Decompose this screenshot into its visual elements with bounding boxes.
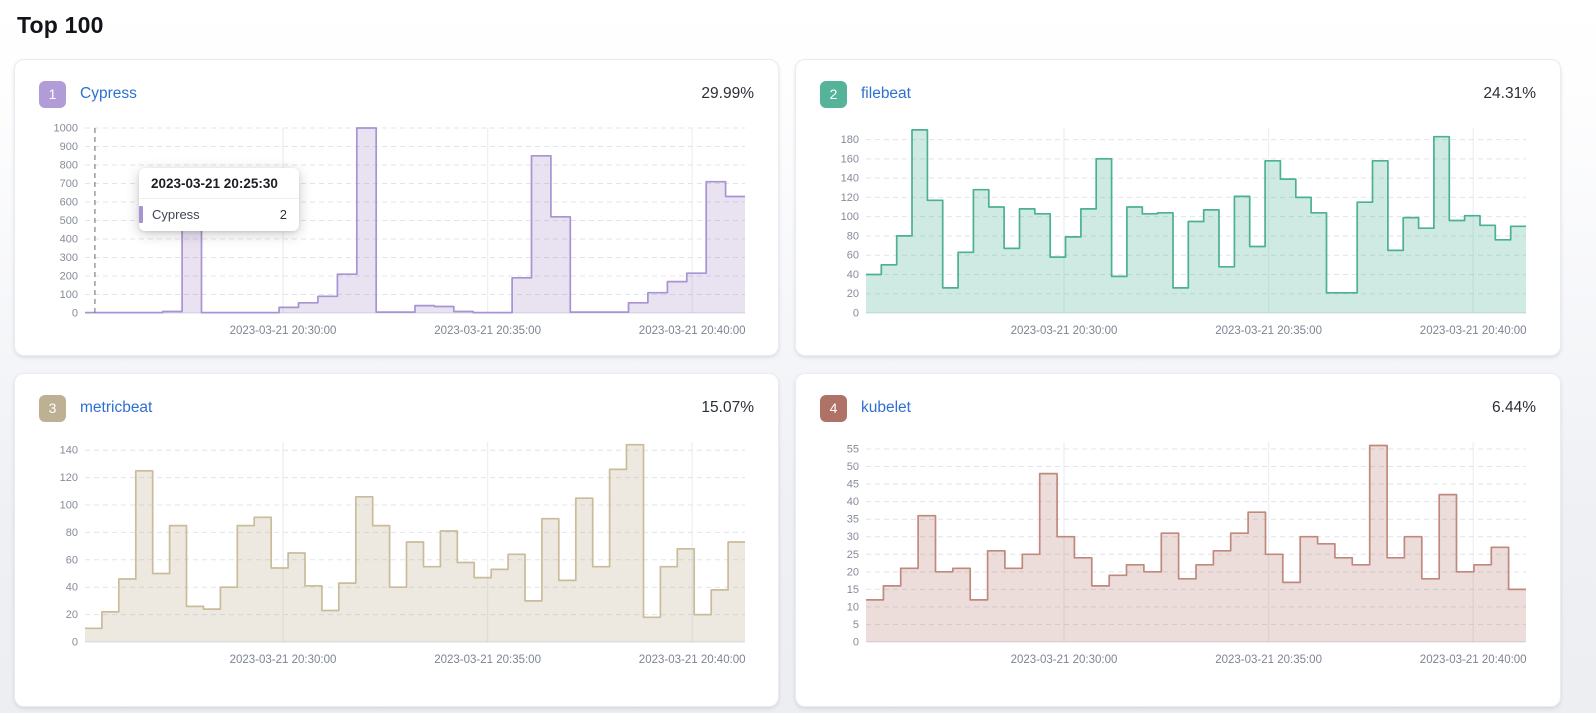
area-chart[interactable]: 2023-03-21 20:30:00 2023-03-21 20:35:00 20… bbox=[39, 432, 751, 672]
svg-text:1000: 1000 bbox=[54, 123, 78, 135]
svg-text:100: 100 bbox=[60, 500, 78, 512]
svg-text:45: 45 bbox=[847, 479, 859, 491]
percent-value: 24.31% bbox=[1483, 85, 1536, 102]
svg-text:300: 300 bbox=[60, 252, 78, 264]
page-title: Top 100 bbox=[17, 12, 104, 38]
chart-tooltip: 2023-03-21 20:25:30 Cypress 2 bbox=[139, 168, 299, 231]
svg-text:25: 25 bbox=[847, 549, 859, 561]
svg-text:100: 100 bbox=[841, 211, 859, 223]
card-filebeat: 2 filebeat 24.31% 2023-03-21 20:30:00 202… bbox=[795, 59, 1561, 356]
svg-text:15: 15 bbox=[847, 584, 859, 596]
card-header: 4 kubelet 6.44% bbox=[820, 394, 1536, 422]
svg-text:0: 0 bbox=[853, 637, 859, 649]
svg-text:20: 20 bbox=[847, 288, 859, 300]
area-chart[interactable]: 2023-03-21 20:30:00 2023-03-21 20:35:00 20… bbox=[39, 118, 751, 343]
tooltip-series-name: Cypress bbox=[152, 207, 200, 222]
chart-kubelet[interactable]: 2023-03-21 20:30:00 2023-03-21 20:35:00 20… bbox=[820, 432, 1532, 672]
rank-badge: 4 bbox=[820, 394, 847, 422]
svg-text:400: 400 bbox=[60, 234, 78, 246]
svg-text:0: 0 bbox=[72, 637, 78, 649]
svg-text:180: 180 bbox=[841, 134, 859, 146]
svg-text:20: 20 bbox=[66, 609, 78, 621]
card-metricbeat: 3 metricbeat 15.07% 2023-03-21 20:30:00 2… bbox=[14, 373, 779, 707]
svg-text:60: 60 bbox=[847, 250, 859, 262]
svg-text:2023-03-21 20:30:00: 2023-03-21 20:30:00 bbox=[230, 325, 337, 337]
svg-text:2023-03-21 20:40:00: 2023-03-21 20:40:00 bbox=[639, 654, 746, 666]
svg-text:160: 160 bbox=[841, 153, 859, 165]
svg-text:35: 35 bbox=[847, 514, 859, 526]
svg-text:2023-03-21 20:30:00: 2023-03-21 20:30:00 bbox=[230, 654, 337, 666]
card-header: 1 Cypress 29.99% bbox=[39, 80, 754, 108]
card-cypress: 1 Cypress 29.99% 2023-03-21 20:30:00 2023… bbox=[14, 59, 779, 356]
tooltip-series-value: 2 bbox=[279, 207, 287, 222]
svg-text:40: 40 bbox=[847, 496, 859, 508]
svg-text:30: 30 bbox=[847, 531, 859, 543]
rank-badge: 1 bbox=[39, 80, 66, 108]
tooltip-row: Cypress 2 bbox=[139, 199, 299, 231]
dashboard-grid: 1 Cypress 29.99% 2023-03-21 20:30:00 2023… bbox=[14, 59, 1580, 707]
svg-text:2023-03-21 20:35:00: 2023-03-21 20:35:00 bbox=[434, 654, 541, 666]
series-link-kubelet[interactable]: kubelet bbox=[861, 399, 911, 416]
svg-text:200: 200 bbox=[60, 271, 78, 283]
chart-metricbeat[interactable]: 2023-03-21 20:30:00 2023-03-21 20:35:00 20… bbox=[39, 432, 751, 672]
chart-cypress[interactable]: 2023-03-21 20:30:00 2023-03-21 20:35:00 20… bbox=[39, 118, 751, 343]
percent-value: 15.07% bbox=[701, 399, 754, 416]
svg-text:50: 50 bbox=[847, 461, 859, 473]
svg-text:10: 10 bbox=[847, 601, 859, 613]
rank-badge: 3 bbox=[39, 394, 66, 422]
svg-text:100: 100 bbox=[60, 289, 78, 301]
chart-filebeat[interactable]: 2023-03-21 20:30:00 2023-03-21 20:35:00 20… bbox=[820, 118, 1532, 343]
svg-text:40: 40 bbox=[847, 269, 859, 281]
svg-text:5: 5 bbox=[853, 619, 859, 631]
series-link-cypress[interactable]: Cypress bbox=[80, 85, 137, 102]
svg-text:800: 800 bbox=[60, 160, 78, 172]
svg-text:0: 0 bbox=[72, 308, 78, 320]
svg-text:2023-03-21 20:30:00: 2023-03-21 20:30:00 bbox=[1011, 654, 1118, 666]
svg-text:80: 80 bbox=[66, 527, 78, 539]
svg-text:2023-03-21 20:35:00: 2023-03-21 20:35:00 bbox=[1215, 325, 1322, 337]
series-link-metricbeat[interactable]: metricbeat bbox=[80, 399, 153, 416]
card-header: 3 metricbeat 15.07% bbox=[39, 394, 754, 422]
svg-text:2023-03-21 20:40:00: 2023-03-21 20:40:00 bbox=[1420, 654, 1527, 666]
svg-text:2023-03-21 20:40:00: 2023-03-21 20:40:00 bbox=[639, 325, 746, 337]
series-color-swatch bbox=[139, 206, 143, 223]
svg-text:55: 55 bbox=[847, 444, 859, 456]
svg-text:140: 140 bbox=[841, 173, 859, 185]
rank-badge: 2 bbox=[820, 80, 847, 108]
card-header: 2 filebeat 24.31% bbox=[820, 80, 1536, 108]
svg-text:900: 900 bbox=[60, 141, 78, 153]
area-chart[interactable]: 2023-03-21 20:30:00 2023-03-21 20:35:00 20… bbox=[820, 432, 1532, 672]
series-link-filebeat[interactable]: filebeat bbox=[861, 85, 911, 102]
tooltip-timestamp: 2023-03-21 20:25:30 bbox=[139, 168, 299, 199]
card-kubelet: 4 kubelet 6.44% 2023-03-21 20:30:00 2023-… bbox=[795, 373, 1561, 707]
svg-text:2023-03-21 20:30:00: 2023-03-21 20:30:00 bbox=[1011, 325, 1118, 337]
area-chart[interactable]: 2023-03-21 20:30:00 2023-03-21 20:35:00 20… bbox=[820, 118, 1532, 343]
svg-text:80: 80 bbox=[847, 230, 859, 242]
svg-text:60: 60 bbox=[66, 554, 78, 566]
svg-text:2023-03-21 20:35:00: 2023-03-21 20:35:00 bbox=[1215, 654, 1322, 666]
svg-text:120: 120 bbox=[60, 472, 78, 484]
svg-text:500: 500 bbox=[60, 215, 78, 227]
svg-text:600: 600 bbox=[60, 197, 78, 209]
svg-text:0: 0 bbox=[853, 308, 859, 320]
percent-value: 6.44% bbox=[1492, 399, 1536, 416]
percent-value: 29.99% bbox=[701, 85, 754, 102]
svg-text:120: 120 bbox=[841, 192, 859, 204]
svg-text:2023-03-21 20:35:00: 2023-03-21 20:35:00 bbox=[434, 325, 541, 337]
svg-text:700: 700 bbox=[60, 178, 78, 190]
svg-text:140: 140 bbox=[60, 445, 78, 457]
svg-text:20: 20 bbox=[847, 566, 859, 578]
svg-text:40: 40 bbox=[66, 582, 78, 594]
svg-text:2023-03-21 20:40:00: 2023-03-21 20:40:00 bbox=[1420, 325, 1527, 337]
